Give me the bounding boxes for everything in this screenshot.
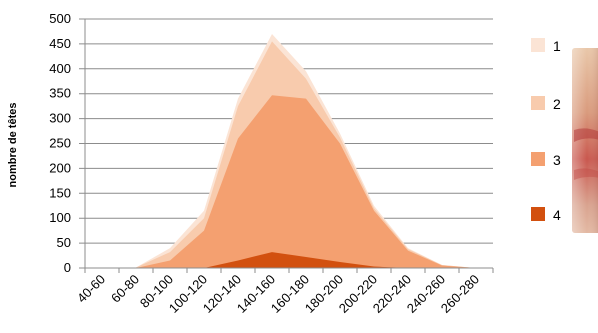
y-tick-label: 450	[49, 36, 71, 51]
x-tick-label: 40-60	[74, 272, 108, 306]
legend-swatch-3	[531, 152, 545, 166]
x-tick-label: 260-280	[438, 272, 482, 316]
legend-label-4: 4	[553, 207, 561, 223]
y-tick-label: 500	[49, 11, 71, 26]
axes	[84, 19, 494, 273]
y-tick-labels: 0 50 100 150 200 250 300 350 400 450 500	[49, 11, 71, 275]
y-tick-label: 350	[49, 86, 71, 101]
y-tick-label: 50	[57, 235, 71, 250]
x-tick-labels: 40-60 60-8080-100100-120120-140140-160160…	[74, 272, 482, 316]
series-areas	[102, 33, 476, 268]
legend-label-3: 3	[553, 152, 561, 168]
legend-swatch-1	[531, 38, 545, 52]
legend-swatch-2	[531, 96, 545, 110]
y-axis-label: nombre de têtes	[7, 103, 19, 188]
legend-label-2: 2	[553, 96, 561, 112]
y-tick-label: 400	[49, 61, 71, 76]
y-tick-label: 150	[49, 185, 71, 200]
series-area-3	[102, 95, 476, 268]
legend-label-1: 1	[553, 38, 561, 54]
y-tick-label: 300	[49, 111, 71, 126]
legend: 1 2 3 4	[531, 38, 561, 223]
y-tick-label: 200	[49, 160, 71, 175]
legend-swatch-4	[531, 207, 545, 221]
decorative-image	[572, 48, 598, 233]
y-tick-label: 0	[64, 260, 71, 275]
y-tick-label: 250	[49, 136, 71, 151]
y-tick-label: 100	[49, 210, 71, 225]
series-area-4	[102, 252, 476, 268]
